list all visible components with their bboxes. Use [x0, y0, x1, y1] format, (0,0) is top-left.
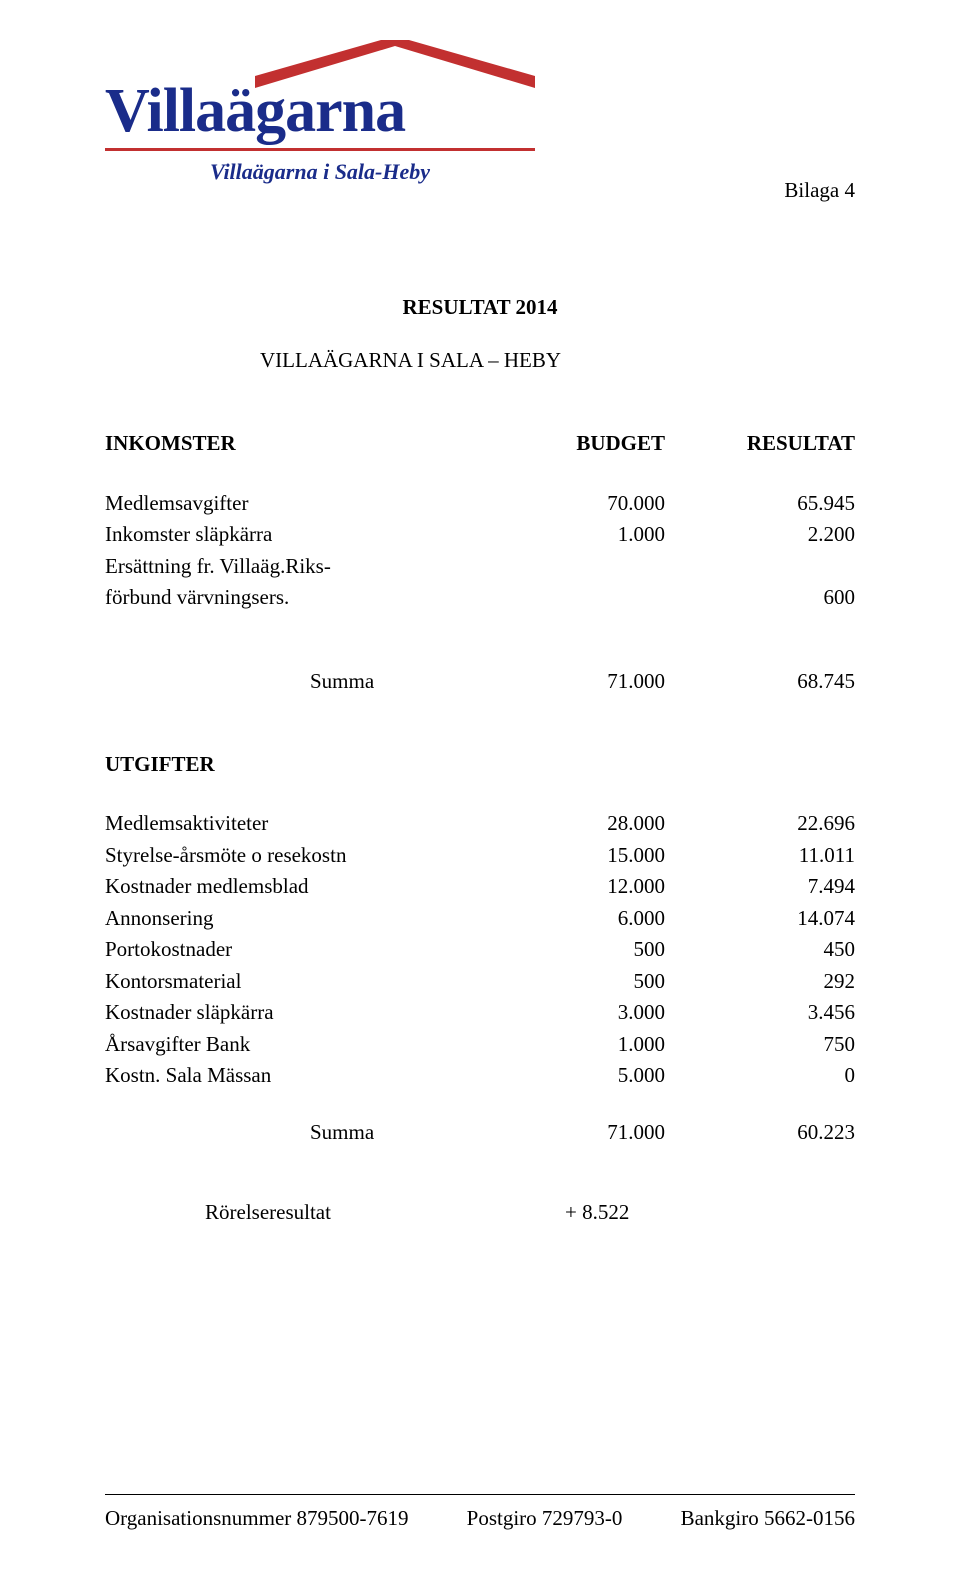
row-result: 65.945: [665, 488, 855, 520]
row-budget: [495, 551, 665, 583]
row-label: Kostnader medlemsblad: [105, 871, 495, 903]
row-result: 14.074: [665, 903, 855, 935]
row-label: Styrelse-årsmöte o resekostn: [105, 840, 495, 872]
inkomster-row: förbund värvningsers. 600: [105, 582, 855, 614]
summa-label: Summa: [105, 1120, 495, 1145]
row-result: 7.494: [665, 871, 855, 903]
utgifter-section: UTGIFTER Medlemsaktiviteter 28.000 22.69…: [105, 749, 855, 1145]
row-budget: 3.000: [495, 997, 665, 1029]
inkomster-header: INKOMSTER: [105, 428, 495, 460]
row-label: Kostn. Sala Mässan: [105, 1060, 495, 1092]
row-label: Medlemsavgifter: [105, 488, 495, 520]
utgifter-row: Styrelse-årsmöte o resekostn 15.000 11.0…: [105, 840, 855, 872]
attachment-label: Bilaga 4: [784, 178, 855, 203]
footer-orgnr: Organisationsnummer 879500-7619: [105, 1506, 409, 1531]
utgifter-row: Kostnader medlemsblad 12.000 7.494: [105, 871, 855, 903]
utgifter-header-row: UTGIFTER: [105, 749, 855, 781]
row-result: 600: [665, 582, 855, 614]
rorelseresultat-value: + 8.522: [565, 1200, 715, 1225]
document-title: RESULTAT 2014: [105, 295, 855, 320]
inkomster-header-row: INKOMSTER BUDGET RESULTAT: [105, 428, 855, 460]
summa-result: 60.223: [665, 1120, 855, 1145]
utgifter-row: Kostn. Sala Mässan 5.000 0: [105, 1060, 855, 1092]
row-budget: 1.000: [495, 519, 665, 551]
row-label: Kontorsmaterial: [105, 966, 495, 998]
row-result: 292: [665, 966, 855, 998]
row-label: Medlemsaktiviteter: [105, 808, 495, 840]
row-budget: 500: [495, 966, 665, 998]
utgifter-summa-row: Summa 71.000 60.223: [105, 1120, 855, 1145]
row-result: 0: [665, 1060, 855, 1092]
row-result: 22.696: [665, 808, 855, 840]
inkomster-summa-row: Summa 71.000 68.745: [105, 669, 855, 694]
row-label: förbund värvningsers.: [105, 582, 495, 614]
row-result: [665, 551, 855, 583]
row-budget: 12.000: [495, 871, 665, 903]
inkomster-section: INKOMSTER BUDGET RESULTAT Medlemsavgifte…: [105, 428, 855, 694]
row-budget: 70.000: [495, 488, 665, 520]
row-label: Portokostnader: [105, 934, 495, 966]
logo-underline: [105, 148, 535, 151]
roof-icon: [255, 40, 535, 80]
utgifter-row: Årsavgifter Bank 1.000 750: [105, 1029, 855, 1061]
summa-label: Summa: [105, 669, 495, 694]
row-budget: 500: [495, 934, 665, 966]
row-budget: 15.000: [495, 840, 665, 872]
inkomster-row: Ersättning fr. Villaäg.Riks-: [105, 551, 855, 583]
organization-title: VILLAÄGARNA I SALA – HEBY: [260, 348, 855, 373]
inkomster-row: Inkomster släpkärra 1.000 2.200: [105, 519, 855, 551]
inkomster-row: Medlemsavgifter 70.000 65.945: [105, 488, 855, 520]
utgifter-row: Kontorsmaterial 500 292: [105, 966, 855, 998]
row-result: 750: [665, 1029, 855, 1061]
row-result: 3.456: [665, 997, 855, 1029]
row-budget: 6.000: [495, 903, 665, 935]
row-label: Årsavgifter Bank: [105, 1029, 495, 1061]
footer-divider: [105, 1494, 855, 1495]
summa-budget: 71.000: [495, 1120, 665, 1145]
row-label: Ersättning fr. Villaäg.Riks-: [105, 551, 495, 583]
footer: Organisationsnummer 879500-7619 Postgiro…: [105, 1506, 855, 1531]
row-label: Inkomster släpkärra: [105, 519, 495, 551]
row-result: 11.011: [665, 840, 855, 872]
rorelseresultat-label: Rörelseresultat: [105, 1200, 565, 1225]
row-budget: [495, 582, 665, 614]
summa-result: 68.745: [665, 669, 855, 694]
row-budget: 5.000: [495, 1060, 665, 1092]
utgifter-row: Kostnader släpkärra 3.000 3.456: [105, 997, 855, 1029]
budget-header: BUDGET: [495, 428, 665, 460]
rorelseresultat-row: Rörelseresultat + 8.522: [105, 1200, 855, 1225]
row-label: Kostnader släpkärra: [105, 997, 495, 1029]
row-budget: 1.000: [495, 1029, 665, 1061]
utgifter-row: Medlemsaktiviteter 28.000 22.696: [105, 808, 855, 840]
utgifter-row: Portokostnader 500 450: [105, 934, 855, 966]
row-budget: 28.000: [495, 808, 665, 840]
footer-postgiro: Postgiro 729793-0: [467, 1506, 623, 1531]
row-label: Annonsering: [105, 903, 495, 935]
row-result: 2.200: [665, 519, 855, 551]
summa-budget: 71.000: [495, 669, 665, 694]
row-result: 450: [665, 934, 855, 966]
utgifter-header: UTGIFTER: [105, 749, 495, 781]
utgifter-row: Annonsering 6.000 14.074: [105, 903, 855, 935]
logo-sub-text: Villaägarna i Sala-Heby: [105, 159, 535, 185]
logo-block: Villaägarna Villaägarna i Sala-Heby: [105, 40, 545, 185]
footer-bankgiro: Bankgiro 5662-0156: [681, 1506, 855, 1531]
result-header: RESULTAT: [665, 428, 855, 460]
